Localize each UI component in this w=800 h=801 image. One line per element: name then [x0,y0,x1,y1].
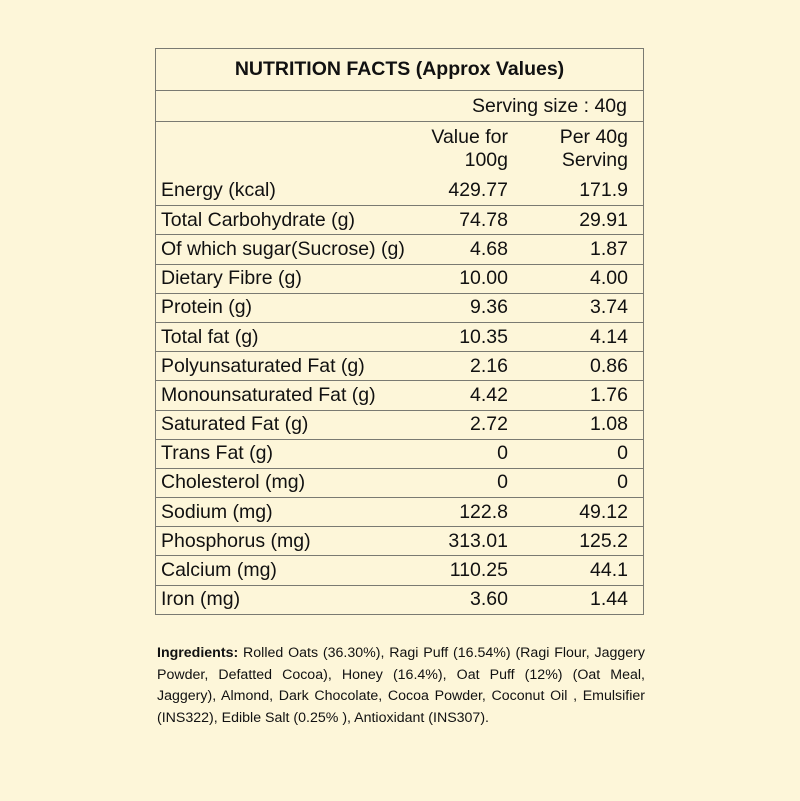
value-per-40g: 29.91 [579,208,628,231]
nutrient-label: Sodium (mg) [161,500,273,523]
nutrient-label: Total fat (g) [161,325,259,348]
nutrient-label: Trans Fat (g) [161,442,273,465]
value-per-40g: 1.44 [590,588,628,611]
nutrient-label: Total Carbohydrate (g) [161,208,356,231]
table-title-row: NUTRITION FACTS (Approx Values) [156,49,643,90]
table-row: Total fat (g) 10.35 4.14 [156,321,643,351]
nutrient-label: Cholesterol (mg) [161,471,306,494]
table-row: Polyunsaturated Fat (g) 2.16 0.86 [156,351,643,380]
table-title: NUTRITION FACTS (Approx Values) [234,58,565,80]
value-per-40g: 1.87 [590,237,628,260]
column-header-row: Value for 100g Per 40g Serving [156,121,643,176]
value-per-40g: 44.1 [590,559,628,582]
table-row: Saturated Fat (g) 2.72 1.08 [156,409,643,439]
value-per-40g: 0 [617,471,628,494]
value-per-100g: 3.60 [470,588,508,611]
nutrient-label: Calcium (mg) [161,559,277,582]
serving-size: Serving size : 40g [471,94,627,117]
value-per-40g: 4.14 [590,325,628,348]
nutrient-label: Of which sugar(Sucrose) (g) [161,237,405,260]
nutrient-label: Polyunsaturated Fat (g) [161,354,365,377]
value-per-100g: 313.01 [448,529,508,552]
value-per-100g: 10.00 [459,267,508,290]
value-per-100g: 74.78 [459,208,508,231]
value-per-100g: 0 [497,471,508,494]
value-per-100g: 4.42 [470,383,508,406]
header-per-100g: Value for 100g [418,126,508,172]
header-per-100g-line2: 100g [464,149,508,171]
ingredients-list: Rolled Oats (36.30%), Ragi Puff (16.54%)… [157,645,645,726]
nutrient-rows: Energy (kcal) 429.77 171.9 Total Carbohydra… [156,176,643,614]
value-per-100g: 2.16 [470,354,508,377]
nutrition-facts-table: NUTRITION FACTS (Approx Values) Serving … [155,48,644,615]
table-row: Monounsaturated Fat (g) 4.42 1.76 [156,380,643,409]
table-row: Protein (g) 9.36 3.74 [156,292,643,322]
value-per-40g: 125.2 [579,529,628,552]
ingredients-label: Ingredients: [157,645,239,661]
table-row: Energy (kcal) 429.77 171.9 [156,176,643,205]
nutrient-label: Monounsaturated Fat (g) [161,383,376,406]
table-row: Of which sugar(Sucrose) (g) 4.68 1.87 [156,234,643,263]
value-per-100g: 122.8 [459,500,508,523]
value-per-100g: 9.36 [470,296,508,319]
value-per-100g: 110.25 [449,559,508,582]
table-row: Phosphorus (mg) 313.01 125.2 [156,526,643,555]
table-row: Iron (mg) 3.60 1.44 [156,584,643,614]
header-per-100g-line1: Value for [431,126,508,148]
value-per-100g: 2.72 [470,413,508,436]
value-per-40g: 0 [617,442,628,465]
nutrient-label: Protein (g) [161,296,253,319]
value-per-40g: 49.12 [579,500,628,523]
table-row: Total Carbohydrate (g) 74.78 29.91 [156,205,643,234]
value-per-40g: 171.9 [579,179,628,202]
header-per-40g-line2: Serving [561,149,628,171]
table-row: Cholesterol (mg) 0 0 [156,467,643,497]
table-row: Dietary Fibre (g) 10.00 4.00 [156,263,643,293]
value-per-100g: 429.77 [448,179,508,202]
nutrient-label: Phosphorus (mg) [161,529,311,552]
value-per-40g: 4.00 [590,267,628,290]
nutrient-label: Saturated Fat (g) [161,413,309,436]
header-per-40g: Per 40g Serving [508,126,628,172]
value-per-100g: 10.35 [459,325,508,348]
serving-size-row: Serving size : 40g [156,90,643,121]
value-per-40g: 0.86 [590,354,628,377]
header-per-40g-line1: Per 40g [559,126,628,148]
table-row: Trans Fat (g) 0 0 [156,438,643,468]
value-per-40g: 3.74 [590,296,628,319]
value-per-100g: 0 [497,442,508,465]
nutrient-label: Dietary Fibre (g) [161,267,302,290]
table-row: Sodium (mg) 122.8 49.12 [156,497,643,526]
table-row: Calcium (mg) 110.25 44.1 [156,555,643,584]
nutrient-label: Energy (kcal) [161,179,276,202]
nutrient-label: Iron (mg) [161,588,241,611]
value-per-40g: 1.08 [590,413,628,436]
ingredients-text: Ingredients: Rolled Oats (36.30%), Ragi … [157,643,645,729]
value-per-100g: 4.68 [470,237,508,260]
value-per-40g: 1.76 [590,383,628,406]
